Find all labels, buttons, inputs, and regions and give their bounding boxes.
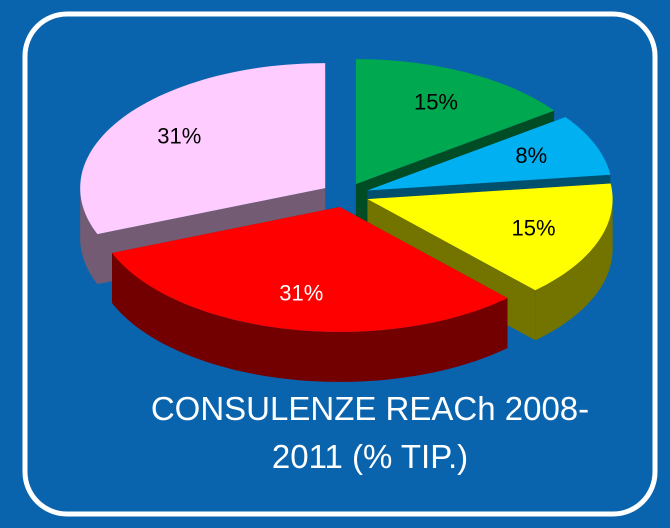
slice [355,59,555,185]
slice [112,207,508,382]
slice-side [112,253,508,382]
slice-side [535,199,613,341]
pie: 15% 8% 15% 31% 31% [80,59,613,382]
slice [80,63,326,235]
slice [367,117,611,191]
data-label: 31% [279,281,323,306]
chart-title: CONSULENZE REACh 2008-2011 (% TIP.) [150,390,590,475]
slice [367,183,613,291]
data-label: 31% [157,123,201,148]
data-label: 8% [515,143,547,168]
data-label: 15% [414,90,458,115]
data-label: 15% [512,215,556,240]
slice-side [80,188,98,285]
slice [367,183,613,341]
slice [112,207,508,332]
